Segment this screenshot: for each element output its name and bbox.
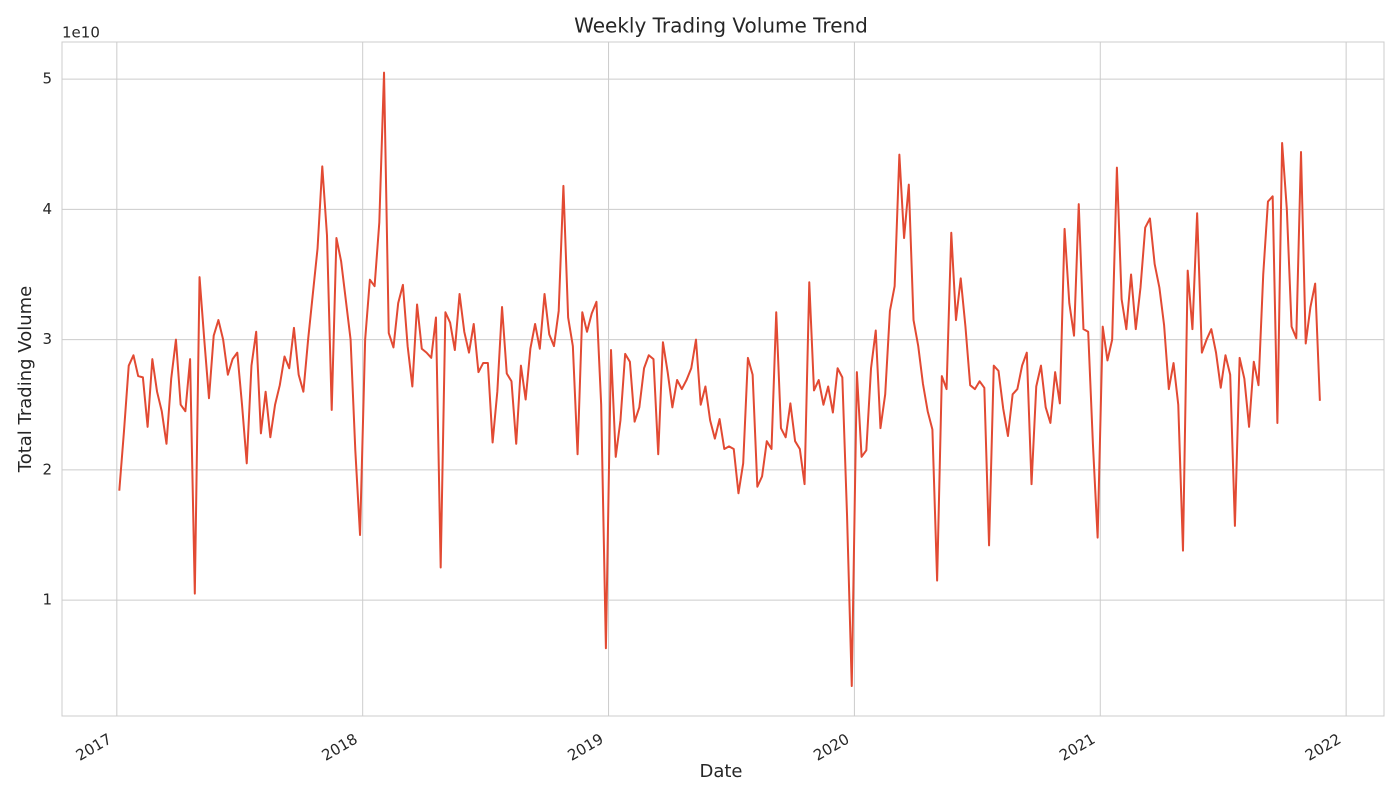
x-tick-label: 2018 <box>319 730 361 765</box>
y-tick-label: 1 <box>42 591 52 609</box>
x-tick-label: 2021 <box>1056 730 1098 765</box>
x-tick-label: 2022 <box>1302 730 1344 765</box>
y-axis-label: Total Trading Volume <box>15 286 36 473</box>
x-tick-label: 2020 <box>810 730 852 765</box>
y-tick-label: 4 <box>42 200 52 218</box>
y-tick-label: 3 <box>42 330 52 348</box>
x-tick-label: 2019 <box>564 730 606 765</box>
y-tick-label: 2 <box>42 460 52 478</box>
x-axis-label: Date <box>699 761 742 782</box>
plot-frame <box>61 41 1385 717</box>
data-line <box>118 71 1321 688</box>
chart-title: Weekly Trading Volume Trend <box>574 14 868 38</box>
y-offset-text: 1e10 <box>62 24 100 42</box>
x-tick-label: 2017 <box>73 730 115 765</box>
y-tick-label: 5 <box>42 70 52 88</box>
